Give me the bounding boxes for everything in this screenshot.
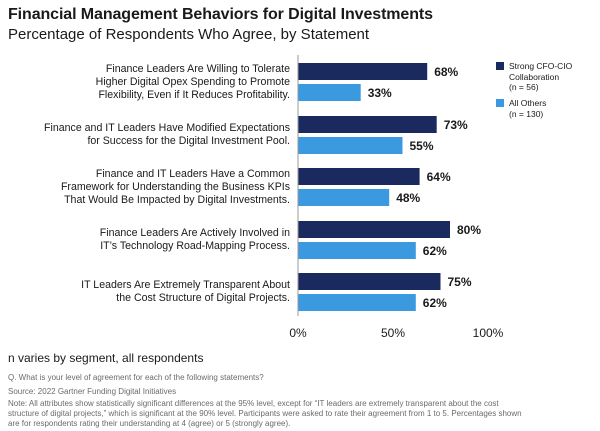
survey-question: Q. What is your level of agreement for e… xyxy=(8,373,264,382)
data-label: 64% xyxy=(427,170,451,184)
x-tick-label: 100% xyxy=(473,326,504,340)
category-label: Finance Leaders Are Actively Involved in… xyxy=(99,227,290,252)
data-label: 33% xyxy=(368,86,392,100)
note-line: Note: All attributes show statistically … xyxy=(8,399,499,408)
legend-swatch xyxy=(496,62,504,70)
bar-others-2 xyxy=(298,137,403,154)
data-label: 62% xyxy=(423,244,447,258)
bar-strong-2 xyxy=(298,116,437,133)
category-label: Finance Leaders Are Willing to Tolerate H… xyxy=(95,62,290,101)
chart-subtitle: Percentage of Respondents Who Agree, by … xyxy=(8,26,370,43)
x-tick-label: 50% xyxy=(381,326,405,340)
legend-label: All Others (n = 130) xyxy=(509,98,547,119)
data-label: 75% xyxy=(448,275,472,289)
chart-title: Financial Management Behaviors for Digit… xyxy=(8,6,433,23)
data-label: 48% xyxy=(396,191,420,205)
bar-others-5 xyxy=(298,294,416,311)
bar-strong-1 xyxy=(298,63,428,80)
note-line: structure of digital projects,” which is… xyxy=(8,409,522,418)
methodology-note: Note: All attributes show statistically … xyxy=(8,399,598,429)
x-tick-label: 0% xyxy=(289,326,307,340)
legend-swatch xyxy=(496,99,504,107)
data-label: 68% xyxy=(434,65,458,79)
legend-label: Strong CFO-CIO Collaboration (n = 56) xyxy=(509,61,573,92)
bar-strong-5 xyxy=(298,273,441,290)
data-label: 73% xyxy=(444,118,468,132)
source-note: Source: 2022 Gartner Funding Digital Ini… xyxy=(8,387,177,396)
category-label: IT Leaders Are Extremely Transparent Abo… xyxy=(81,279,290,304)
data-label: 62% xyxy=(423,296,447,310)
data-label: 55% xyxy=(410,139,434,153)
category-label: Finance and IT Leaders Have a Common Fram… xyxy=(60,167,290,206)
bar-strong-4 xyxy=(298,221,450,238)
data-label: 80% xyxy=(457,223,481,237)
bar-strong-3 xyxy=(298,168,420,185)
bar-others-1 xyxy=(298,84,361,101)
note-line: are for respondents rating their underst… xyxy=(8,419,291,428)
category-label: Finance and IT Leaders Have Modified Exp… xyxy=(44,122,290,147)
segment-note: n varies by segment, all respondents xyxy=(8,351,204,365)
bar-others-3 xyxy=(298,189,390,206)
bar-others-4 xyxy=(298,242,416,259)
